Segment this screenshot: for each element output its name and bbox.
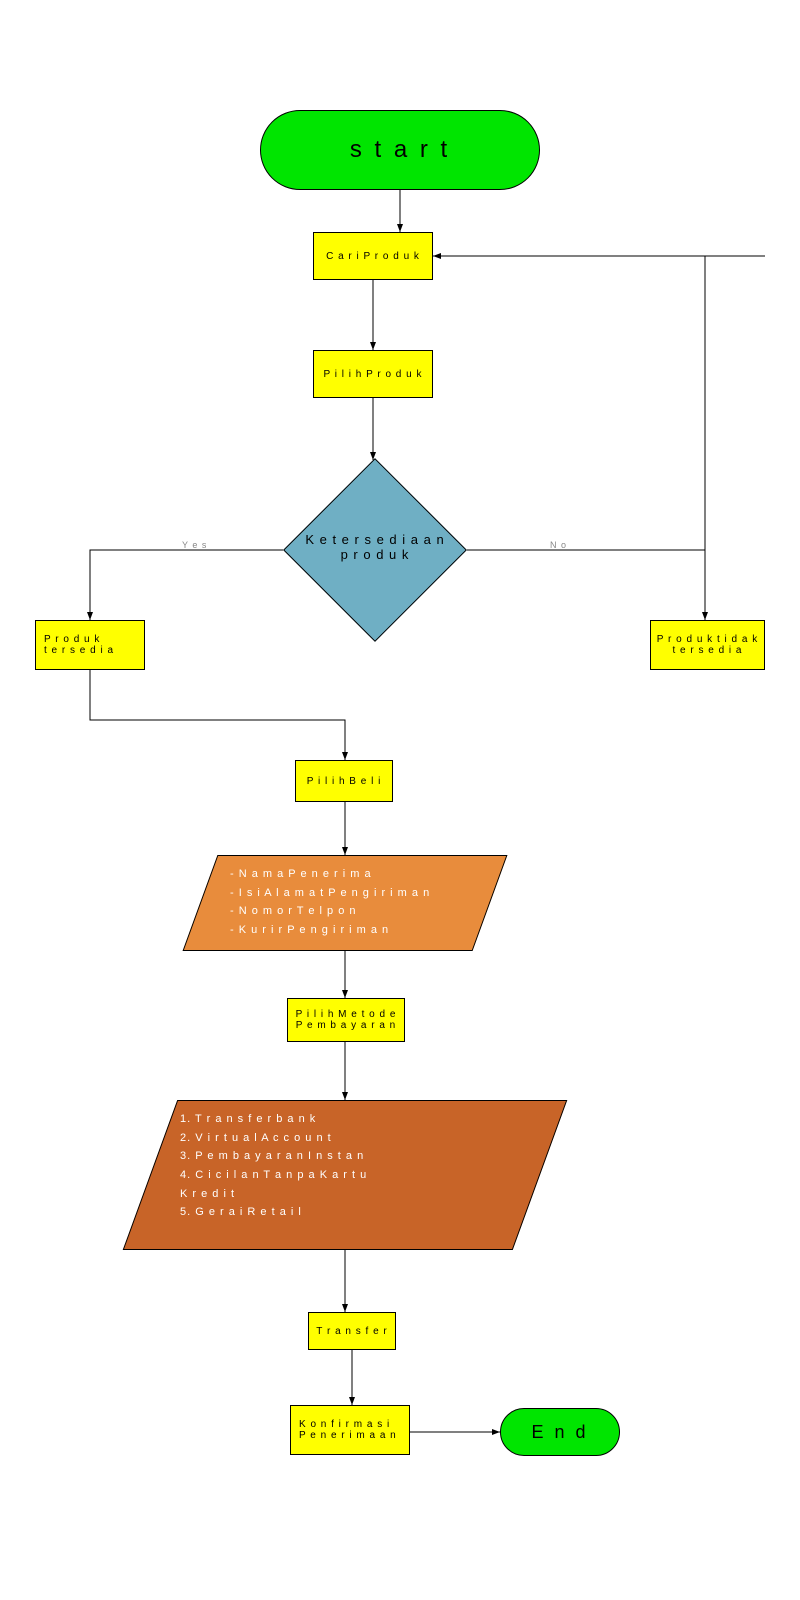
data-text-info_penerima: - N a m a P e n e r i m a- I s i A l a m… [230,865,480,940]
process-cari: C a r i P r o d u k [313,232,433,280]
process-transfer: T r a n s f e r [308,1312,396,1350]
process-tersedia: P r o d u k t e r s e d i a [35,620,145,670]
process-metode: P i l i h M e t o d e P e m b a y a r a … [287,998,405,1042]
edge-label-no: N o [550,540,567,550]
data-text-pembayaran: 1. T r a n s f e r b a n k2. V i r t u a… [180,1110,530,1222]
process-tidak: P r o d u k t i d a k t e r s e d i a [650,620,765,670]
process-pilih_beli: P i l i h B e l i [295,760,393,802]
terminal-start: s t a r t [260,110,540,190]
edge-label-yes: Y e s [182,540,207,550]
process-konfirmasi: K o n f i r m a s i P e n e r i m a a n [290,1405,410,1455]
decision-label-ketersediaan: K e t e r s e d i a a n p r o d u k [295,532,455,562]
terminal-end: E n d [500,1408,620,1456]
process-pilih_produk: P i l i h P r o d u k [313,350,433,398]
